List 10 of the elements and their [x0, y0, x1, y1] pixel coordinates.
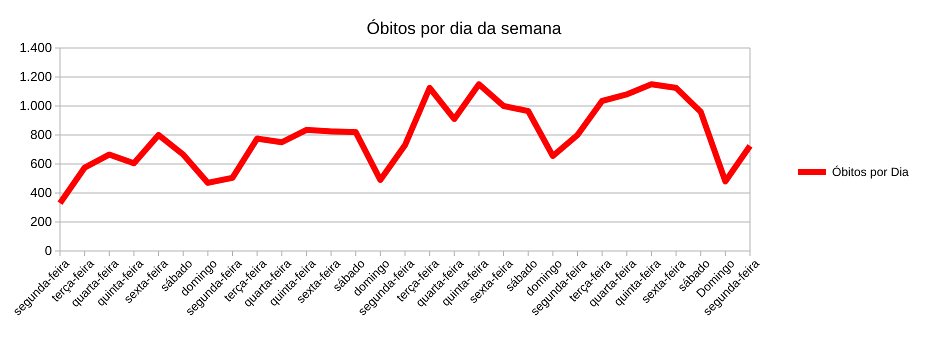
y-tick-label: 1.000: [19, 98, 52, 114]
y-tick-label: 600: [30, 156, 52, 172]
y-tick-label: 0: [44, 243, 52, 258]
y-tick-label: 1.400: [19, 40, 52, 56]
y-tick-label: 200: [30, 214, 52, 230]
y-tick-label: 1.200: [19, 69, 52, 84]
y-tick-label: 800: [30, 127, 52, 142]
y-tick-label: 400: [30, 185, 52, 200]
chart-title: Óbitos por dia da semana: [366, 19, 562, 38]
legend-label: Óbitos por Dia: [832, 165, 910, 179]
